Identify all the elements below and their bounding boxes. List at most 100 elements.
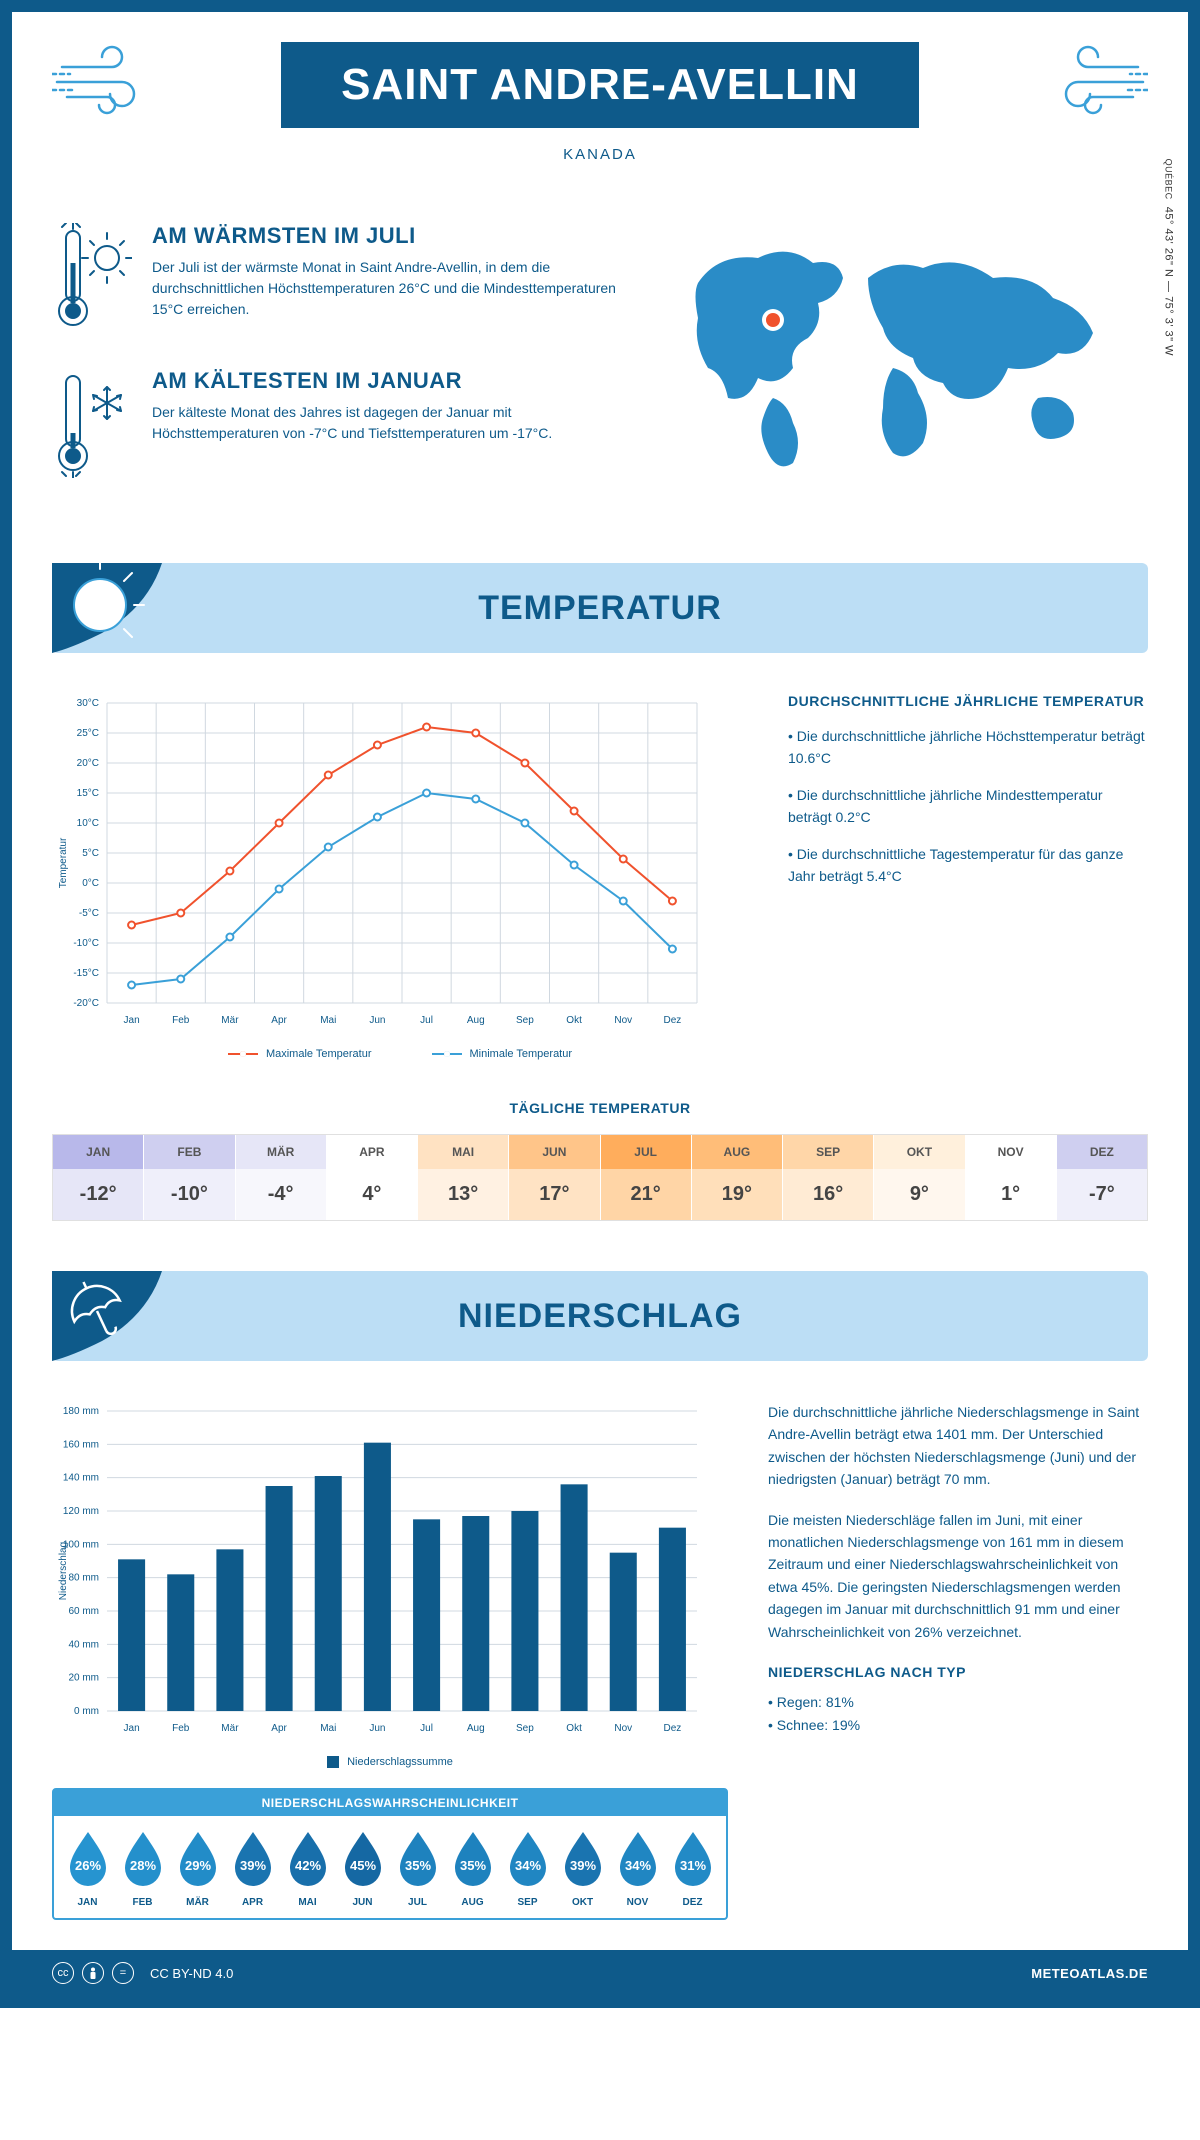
- daily-temp-cell: FEB-10°: [144, 1135, 235, 1220]
- precip-probability-title: NIEDERSCHLAGSWAHRSCHEINLICHKEIT: [54, 1790, 726, 1816]
- svg-text:Sep: Sep: [516, 1015, 534, 1026]
- legend-precip-sum: Niederschlagssumme: [327, 1756, 453, 1768]
- precip-probability-cell: 34%NOV: [610, 1830, 665, 1908]
- world-map: QUÉBEC 45° 43' 26" N — 75° 3' 3" W: [668, 223, 1148, 488]
- svg-text:Apr: Apr: [271, 1015, 287, 1026]
- svg-text:39%: 39%: [239, 1858, 265, 1873]
- daily-temp-cell: JUN17°: [509, 1135, 600, 1220]
- fact-warmest-text: Der Juli ist der wärmste Monat in Saint …: [152, 257, 628, 320]
- svg-text:Mär: Mär: [221, 1015, 239, 1026]
- footer: cc = CC BY-ND 4.0 METEOATLAS.DE: [12, 1950, 1188, 1996]
- coordinates-label: QUÉBEC 45° 43' 26" N — 75° 3' 3" W: [1162, 158, 1174, 355]
- svg-text:-15°C: -15°C: [73, 968, 99, 979]
- thermometer-cold-icon: [52, 368, 132, 483]
- svg-text:140 mm: 140 mm: [63, 1473, 99, 1484]
- nd-icon: =: [112, 1962, 134, 1984]
- fact-warmest-title: AM WÄRMSTEN IM JULI: [152, 223, 628, 249]
- temp-info-item: • Die durchschnittliche Tagestemperatur …: [788, 843, 1148, 888]
- svg-text:31%: 31%: [679, 1858, 705, 1873]
- precip-probability-cell: 34%SEP: [500, 1830, 555, 1908]
- svg-text:10°C: 10°C: [77, 818, 99, 829]
- precipitation-info-panel: Die durchschnittliche jährliche Niedersc…: [768, 1401, 1148, 1920]
- precip-type-rain: • Regen: 81%: [768, 1691, 1148, 1713]
- legend-min-temp: Minimale Temperatur: [432, 1048, 573, 1060]
- svg-text:42%: 42%: [294, 1858, 320, 1873]
- precip-probability-cell: 28%FEB: [115, 1830, 170, 1908]
- daily-temp-cell: JUL21°: [601, 1135, 692, 1220]
- svg-text:34%: 34%: [514, 1858, 540, 1873]
- svg-text:Niederschlag: Niederschlag: [58, 1542, 69, 1600]
- svg-text:80 mm: 80 mm: [68, 1573, 99, 1584]
- precip-probability-cell: 39%APR: [225, 1830, 280, 1908]
- svg-text:Mai: Mai: [320, 1015, 336, 1026]
- temp-info-title: DURCHSCHNITTLICHE JÄHRLICHE TEMPERATUR: [788, 693, 1148, 709]
- temperature-info-panel: DURCHSCHNITTLICHE JÄHRLICHE TEMPERATUR •…: [788, 693, 1148, 1060]
- svg-text:34%: 34%: [624, 1858, 650, 1873]
- svg-text:35%: 35%: [459, 1858, 485, 1873]
- temp-info-item: • Die durchschnittliche jährliche Mindes…: [788, 784, 1148, 829]
- precip-text-1: Die durchschnittliche jährliche Niedersc…: [768, 1401, 1148, 1491]
- svg-text:Feb: Feb: [172, 1015, 190, 1026]
- svg-text:Mär: Mär: [221, 1723, 239, 1734]
- svg-text:29%: 29%: [184, 1858, 210, 1873]
- svg-text:Aug: Aug: [467, 1723, 485, 1734]
- fact-coldest: AM KÄLTESTEN IM JANUAR Der kälteste Mona…: [52, 368, 628, 483]
- svg-text:0 mm: 0 mm: [74, 1706, 99, 1717]
- temperature-line-chart: -20°C-15°C-10°C-5°C0°C5°C10°C15°C20°C25°…: [52, 693, 748, 1060]
- wind-icon: [52, 42, 162, 127]
- svg-text:Jan: Jan: [124, 1723, 140, 1734]
- daily-temp-cell: AUG19°: [692, 1135, 783, 1220]
- precip-probability-cell: 35%JUL: [390, 1830, 445, 1908]
- svg-text:Apr: Apr: [271, 1723, 287, 1734]
- daily-temp-cell: MÄR-4°: [236, 1135, 327, 1220]
- svg-text:-5°C: -5°C: [79, 908, 99, 919]
- cc-icon: cc: [52, 1962, 74, 1984]
- thermometer-hot-icon: [52, 223, 132, 338]
- svg-text:45%: 45%: [349, 1858, 375, 1873]
- svg-text:26%: 26%: [74, 1858, 100, 1873]
- license-label: CC BY-ND 4.0: [150, 1966, 233, 1981]
- svg-text:Feb: Feb: [172, 1723, 190, 1734]
- precip-type-snow: • Schnee: 19%: [768, 1714, 1148, 1736]
- precip-probability-cell: 35%AUG: [445, 1830, 500, 1908]
- fact-coldest-text: Der kälteste Monat des Jahres ist dagege…: [152, 402, 628, 444]
- page-title: SAINT ANDRE-AVELLIN: [281, 42, 919, 128]
- svg-text:Okt: Okt: [566, 1723, 582, 1734]
- svg-text:20°C: 20°C: [77, 758, 99, 769]
- svg-text:40 mm: 40 mm: [68, 1639, 99, 1650]
- country-subtitle: KANADA: [52, 146, 1148, 163]
- precip-text-2: Die meisten Niederschläge fallen im Juni…: [768, 1509, 1148, 1643]
- header: SAINT ANDRE-AVELLIN KANADA: [52, 12, 1148, 183]
- svg-text:Dez: Dez: [664, 1015, 682, 1026]
- precip-probability-cell: 29%MÄR: [170, 1830, 225, 1908]
- by-icon: [82, 1962, 104, 1984]
- umbrella-icon: [52, 1271, 172, 1361]
- svg-text:160 mm: 160 mm: [63, 1439, 99, 1450]
- svg-text:-10°C: -10°C: [73, 938, 99, 949]
- fact-coldest-title: AM KÄLTESTEN IM JANUAR: [152, 368, 628, 394]
- daily-temp-title: TÄGLICHE TEMPERATUR: [52, 1100, 1148, 1116]
- svg-text:Jan: Jan: [124, 1015, 140, 1026]
- sun-icon: [52, 563, 172, 653]
- precip-probability-cell: 42%MAI: [280, 1830, 335, 1908]
- svg-text:39%: 39%: [569, 1858, 595, 1873]
- svg-text:5°C: 5°C: [82, 848, 99, 859]
- precip-probability-cell: 45%JUN: [335, 1830, 390, 1908]
- svg-text:Aug: Aug: [467, 1015, 485, 1026]
- svg-text:Mai: Mai: [320, 1723, 336, 1734]
- svg-text:15°C: 15°C: [77, 788, 99, 799]
- svg-text:Okt: Okt: [566, 1015, 582, 1026]
- svg-text:0°C: 0°C: [82, 878, 99, 889]
- daily-temp-cell: JAN-12°: [53, 1135, 144, 1220]
- precipitation-bar-chart: 0 mm20 mm40 mm60 mm80 mm100 mm120 mm140 …: [52, 1401, 728, 1768]
- svg-text:25°C: 25°C: [77, 728, 99, 739]
- svg-text:Jun: Jun: [369, 1723, 385, 1734]
- svg-text:Nov: Nov: [614, 1723, 632, 1734]
- daily-temp-cell: SEP16°: [783, 1135, 874, 1220]
- section-title-temperature: TEMPERATUR: [52, 589, 1148, 628]
- svg-text:120 mm: 120 mm: [63, 1506, 99, 1517]
- legend-max-temp: Maximale Temperatur: [228, 1048, 372, 1060]
- precip-type-title: NIEDERSCHLAG NACH TYP: [768, 1661, 1148, 1683]
- section-title-precipitation: NIEDERSCHLAG: [52, 1297, 1148, 1336]
- section-header-temperature: TEMPERATUR: [52, 563, 1148, 653]
